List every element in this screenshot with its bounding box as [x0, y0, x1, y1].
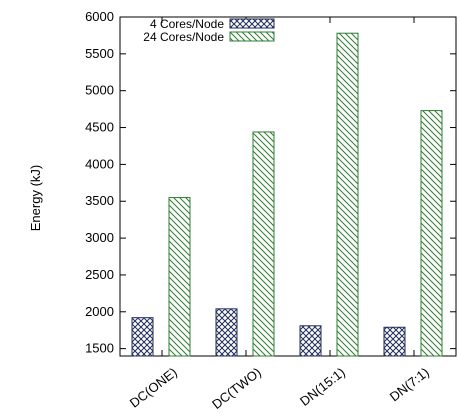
- bar-four-cores: [215, 308, 238, 357]
- bars-layer: [131, 32, 443, 357]
- bar-twenty-four-cores: [336, 32, 359, 357]
- y-tick-label: 2000: [85, 304, 114, 319]
- y-tick-label: 5000: [85, 83, 114, 98]
- bar-twenty-four-cores: [168, 197, 191, 357]
- bar-four-cores: [131, 317, 154, 357]
- x-tick-label: DC(ONE): [127, 365, 180, 411]
- bar-twenty-four-cores: [420, 110, 443, 357]
- y-tick-label: 4000: [85, 156, 114, 171]
- y-tick-label: 3500: [85, 193, 114, 208]
- x-tick-label: DN(7:1): [387, 365, 432, 405]
- legend-swatch: [229, 18, 275, 29]
- y-tick-label: 2500: [85, 267, 114, 282]
- legend-label: 4 Cores/Node: [150, 17, 224, 31]
- y-tick-label: 5500: [85, 46, 114, 61]
- x-tick-label: DN(15:1): [297, 365, 348, 409]
- bar-four-cores: [299, 325, 322, 357]
- plot-frame: [119, 16, 457, 357]
- x-tick-label: DC(TWO): [209, 365, 264, 412]
- bar-twenty-four-cores: [252, 131, 275, 357]
- legend-label: 24 Cores/Node: [143, 30, 224, 44]
- y-tick-label: 1500: [85, 341, 114, 356]
- y-tick-label: 4500: [85, 120, 114, 135]
- y-tick-label: 6000: [85, 9, 114, 24]
- y-tick-label: 3000: [85, 230, 114, 245]
- y-axis-title: Energy (kJ): [28, 165, 43, 231]
- legend-swatch: [229, 31, 275, 42]
- bar-four-cores: [383, 326, 406, 357]
